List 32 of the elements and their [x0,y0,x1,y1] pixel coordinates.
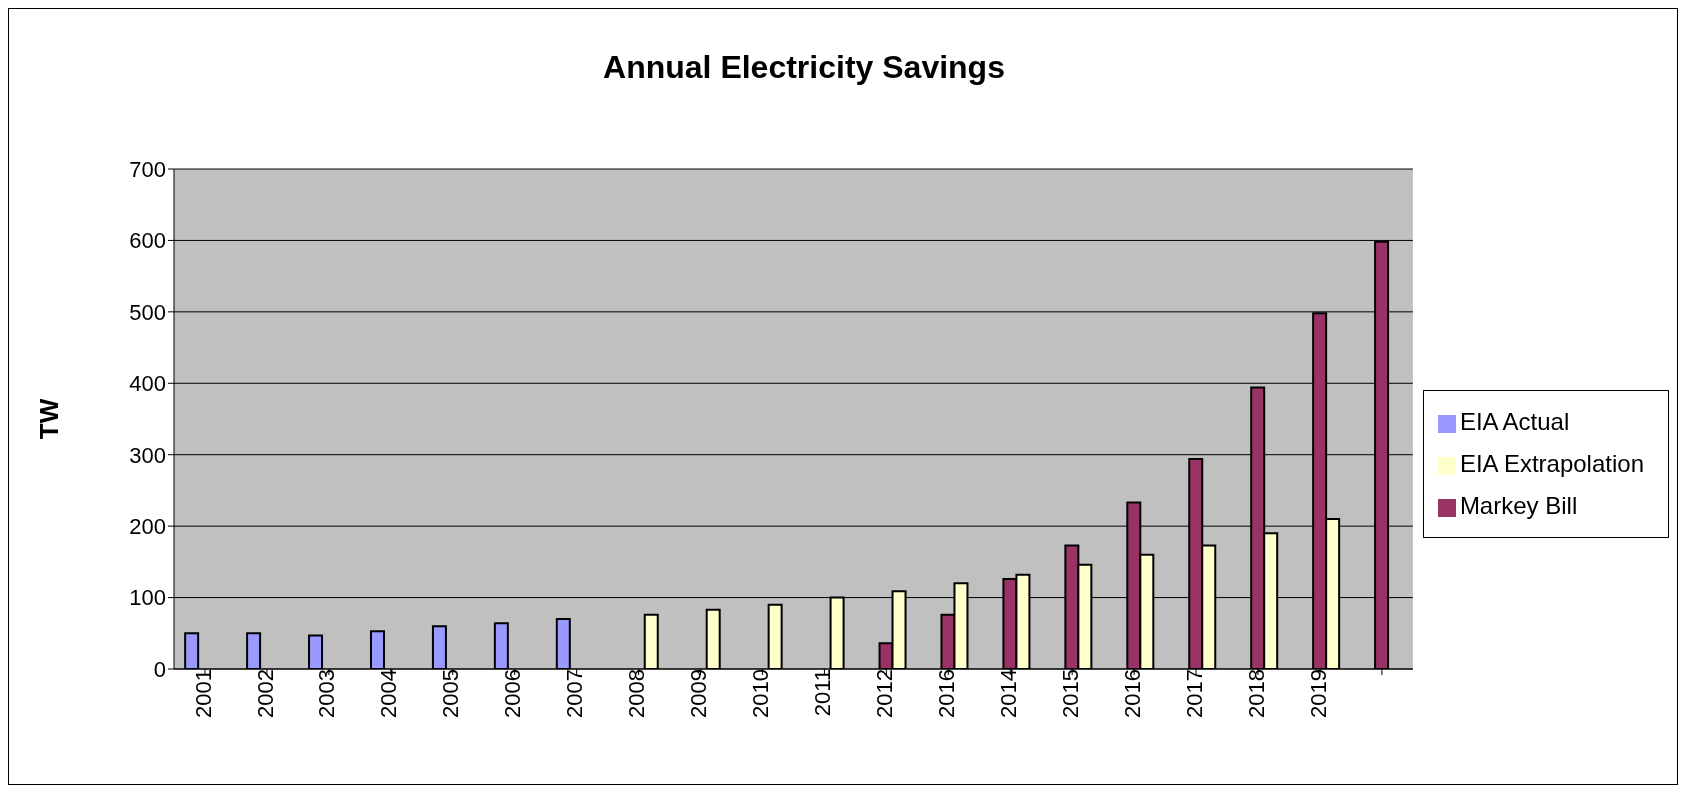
y-axis-title: TW [33,398,65,440]
x-tick-label: 2009 [686,669,712,718]
x-tick-label: 2003 [314,669,340,718]
x-tick-label: 2005 [438,669,464,718]
x-tick-label: 2008 [624,669,650,718]
x-tick-label: 2016 [933,669,959,718]
y-tick-label: 100 [129,585,166,611]
x-tick-label: 2015 [1057,669,1083,718]
x-tick-label: 2002 [252,669,278,718]
x-tick-label: 2011 [810,669,836,717]
x-tick-label: 2004 [376,669,402,718]
y-tick-label: 600 [129,228,166,254]
y-tick-label: 700 [129,156,166,182]
y-tick-label: 400 [129,371,166,397]
x-tick-label: 2006 [500,669,526,718]
y-tick-label: 500 [129,299,166,325]
y-tick-label: 0 [153,656,166,682]
x-tick-label: 2019 [1305,669,1331,718]
x-tick-label: 2018 [1243,669,1269,718]
x-tick-label: 2014 [995,669,1021,718]
x-tick-label: 2007 [562,669,588,718]
x-tick-label: 2017 [1181,669,1207,718]
y-tick-label: 200 [129,513,166,539]
y-tick-label: 300 [129,442,166,468]
legend-label: EIA Extrapolation [1459,450,1644,477]
chart-title: Annual Electricity Savings [602,49,1006,86]
x-tick-label: 2001 [190,669,216,718]
x-tick-label: 2012 [871,669,897,718]
x-tick-label: 2010 [748,669,774,718]
legend-label: EIA Actual [1459,408,1570,435]
x-tick-label: 2016 [1119,669,1145,718]
legend-label: Markey Bill [1459,492,1578,519]
